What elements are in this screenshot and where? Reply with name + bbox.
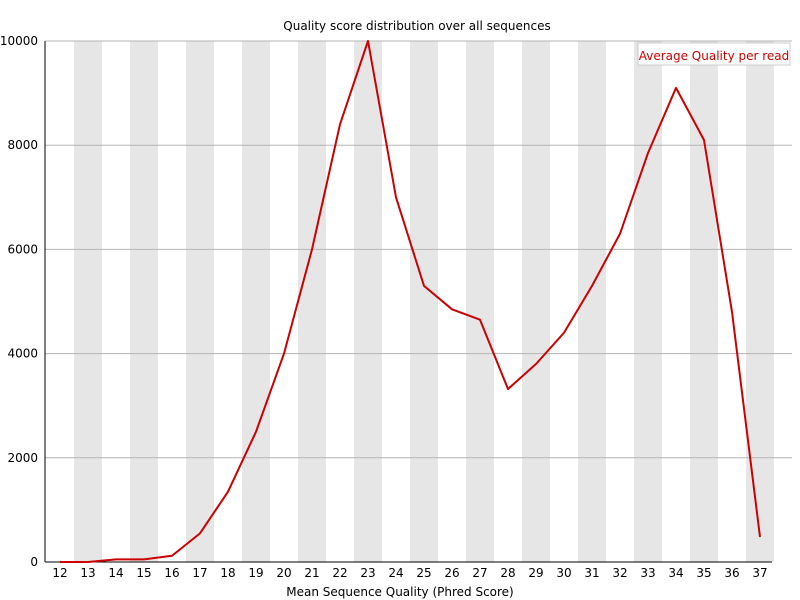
alternating-column-bands: [74, 41, 774, 562]
x-tick-label-12: 12: [52, 566, 67, 580]
series-lines: [60, 40, 761, 563]
x-tick-label-25: 25: [416, 566, 431, 580]
x-tick-label-26: 26: [444, 566, 459, 580]
x-axis-label: Mean Sequence Quality (Phred Score): [286, 585, 514, 599]
y-tick-label-2000: 2000: [7, 451, 38, 465]
horizontal-gridlines: [45, 40, 792, 459]
x-tick-label-24: 24: [388, 566, 403, 580]
y-tick-label-6000: 6000: [7, 242, 38, 256]
y-tick-label-8000: 8000: [7, 138, 38, 152]
x-tick-label-32: 32: [612, 566, 627, 580]
x-tick-label-17: 17: [192, 566, 207, 580]
legend: Average Quality per read: [637, 42, 791, 66]
column-band-27: [466, 41, 494, 562]
column-band-15: [130, 41, 158, 562]
x-tick-label-18: 18: [220, 566, 235, 580]
column-band-23: [354, 41, 382, 562]
column-band-37: [746, 41, 774, 562]
y-tick-label-0: 0: [30, 555, 38, 569]
column-band-17: [186, 41, 214, 562]
x-tick-label-36: 36: [724, 566, 739, 580]
x-tick-label-31: 31: [584, 566, 599, 580]
x-tick-label-33: 33: [640, 566, 655, 580]
column-band-29: [522, 41, 550, 562]
chart-title: Quality score distribution over all sequ…: [283, 19, 550, 33]
legend-entry-average-quality: Average Quality per read: [639, 49, 790, 63]
x-tick-label-16: 16: [164, 566, 179, 580]
x-tick-label-27: 27: [472, 566, 487, 580]
x-tick-label-37: 37: [752, 566, 767, 580]
x-tick-label-21: 21: [304, 566, 319, 580]
x-tick-label-35: 35: [696, 566, 711, 580]
x-tick-label-29: 29: [528, 566, 543, 580]
x-tick-label-15: 15: [136, 566, 151, 580]
column-band-25: [410, 41, 438, 562]
x-tick-label-22: 22: [332, 566, 347, 580]
column-band-19: [242, 41, 270, 562]
y-tick-label-10000: 10000: [0, 34, 38, 48]
x-tick-label-19: 19: [248, 566, 263, 580]
x-tick-label-23: 23: [360, 566, 375, 580]
x-tick-label-34: 34: [668, 566, 683, 580]
x-tick-label-14: 14: [108, 566, 123, 580]
x-tick-label-20: 20: [276, 566, 291, 580]
x-tick-label-28: 28: [500, 566, 515, 580]
axes: [44, 41, 772, 563]
x-tick-label-30: 30: [556, 566, 571, 580]
column-band-33: [634, 41, 662, 562]
y-tick-labels: 0 2000 4000 6000 8000 10000: [0, 34, 38, 569]
column-band-13: [74, 41, 102, 562]
x-tick-label-13: 13: [80, 566, 95, 580]
column-band-21: [298, 41, 326, 562]
y-tick-label-4000: 4000: [7, 347, 38, 361]
legend-box: [637, 42, 791, 66]
series-line-average-quality-per-read: [60, 40, 761, 563]
x-tick-labels: 12 13 14 15 16 17 18 19 20 21 22 23 24 25 26 27 28 29 30 31…: [52, 566, 767, 580]
column-band-35: [690, 41, 718, 562]
